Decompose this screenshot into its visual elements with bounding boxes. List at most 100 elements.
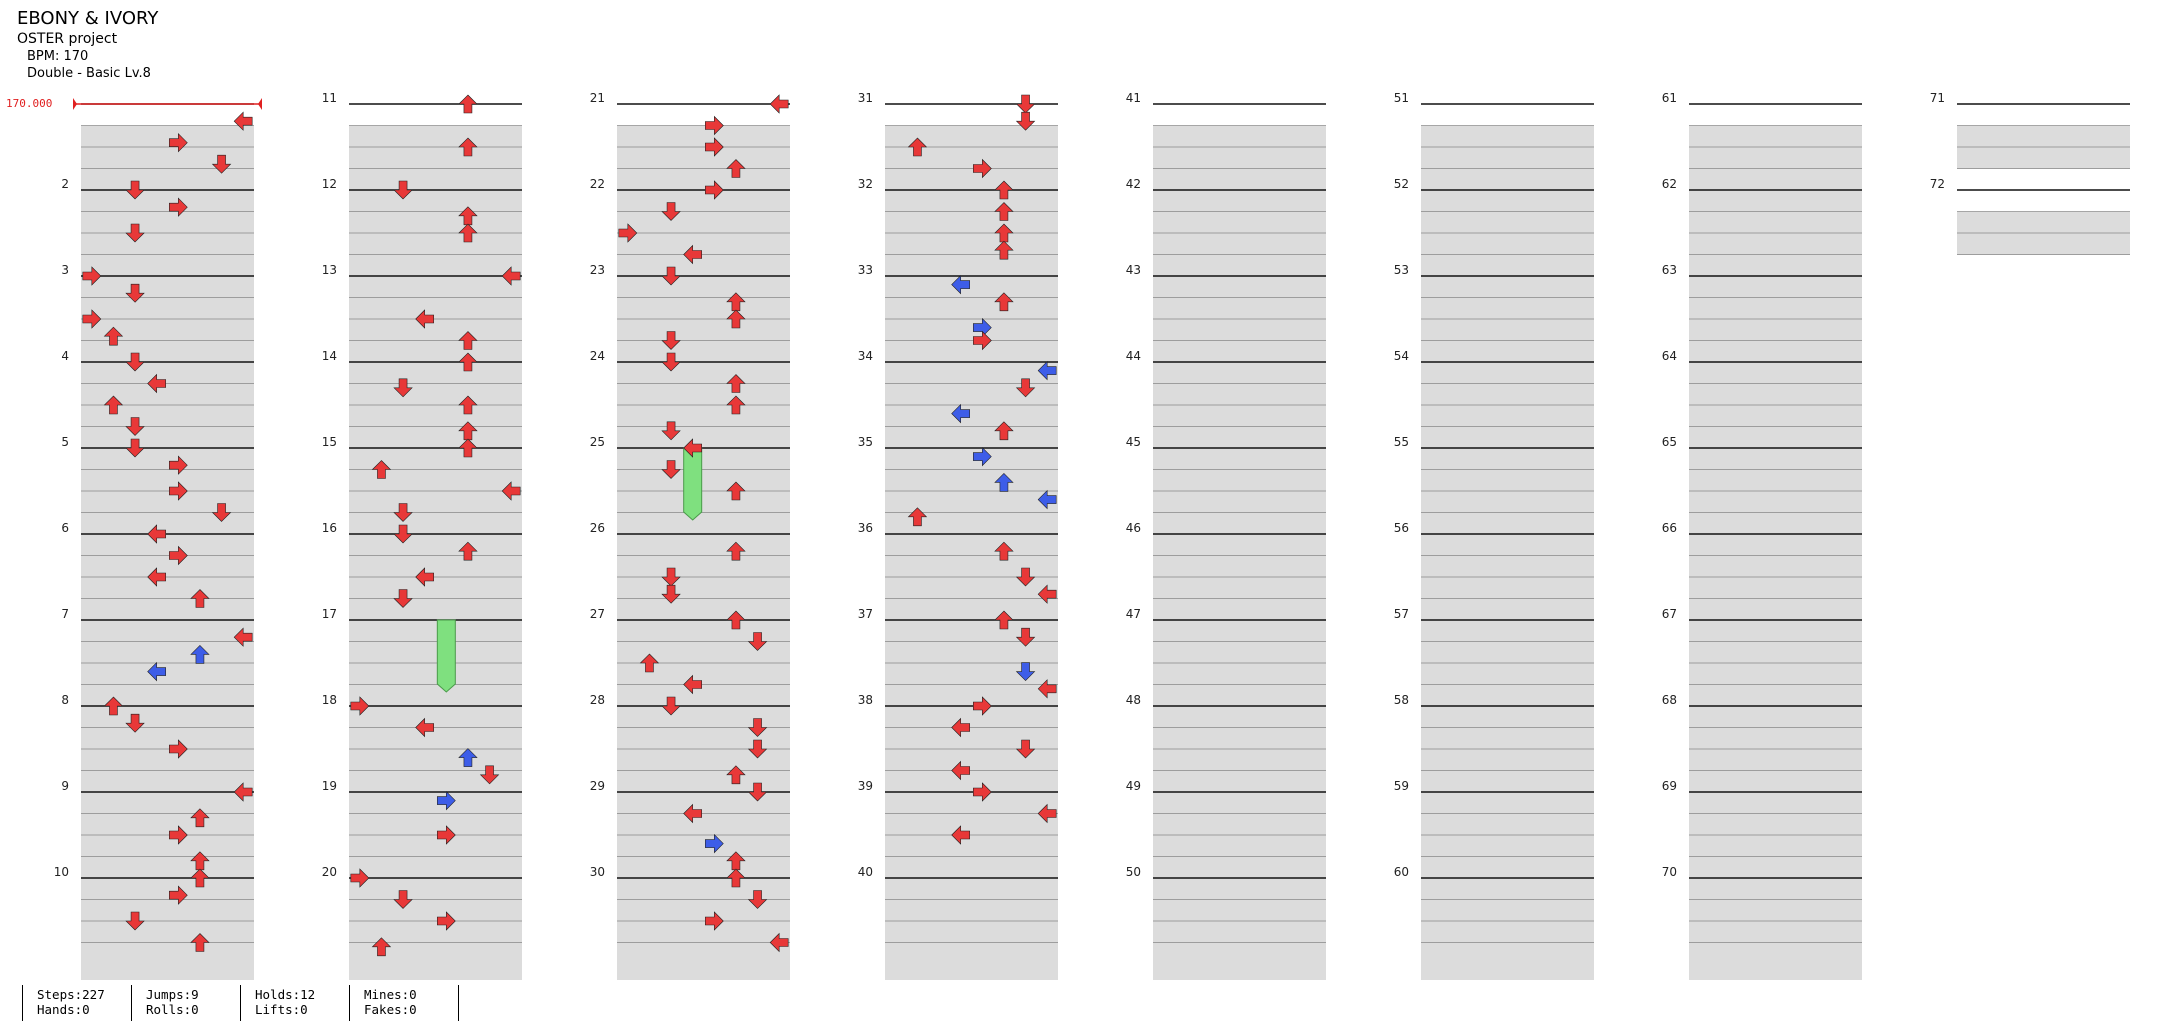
measure-shading (81, 405, 254, 427)
measure-shading (885, 341, 1058, 363)
measure-number: 4 (61, 349, 69, 363)
measure-number: 14 (322, 349, 337, 363)
measure-shading (885, 921, 1058, 943)
measure-shading (1421, 921, 1594, 943)
measure-shading (81, 513, 254, 535)
measure-number: 46 (1126, 521, 1141, 535)
step-arrow-icon (479, 765, 500, 785)
measure-shading (1421, 577, 1594, 599)
measure-shading (617, 427, 790, 449)
measure-shading (1153, 147, 1326, 169)
step-arrow-icon (169, 481, 188, 501)
step-arrow-icon (169, 455, 188, 475)
measure-shading (81, 556, 254, 578)
step-arrow-icon (501, 481, 521, 501)
measure-number: 8 (61, 693, 69, 707)
measure-shading (349, 169, 522, 191)
step-arrow-icon (951, 717, 970, 738)
step-arrow-icon (458, 541, 478, 561)
measure-shading (1153, 190, 1326, 212)
measure-shading (349, 513, 522, 535)
measure-number: 69 (1662, 779, 1677, 793)
measure-shading (885, 470, 1058, 492)
measure-number: 36 (858, 521, 873, 535)
measure-shading (81, 706, 254, 728)
measure-shading (617, 792, 790, 814)
measure-shading (349, 835, 522, 857)
step-arrow-icon (415, 567, 434, 587)
measure-shading (1689, 900, 1862, 922)
step-arrow-icon (661, 202, 681, 221)
step-arrow-icon (169, 197, 188, 217)
measure-shading (81, 835, 254, 857)
measure-shading (81, 964, 254, 980)
step-arrow-icon (726, 541, 746, 561)
step-arrow-icon (458, 137, 478, 157)
step-arrow-icon (618, 223, 638, 243)
measure-shading (349, 212, 522, 234)
measure-shading (885, 212, 1058, 234)
measure-shading (1689, 685, 1862, 707)
measure-shading (1689, 513, 1862, 535)
measure-shading (617, 384, 790, 406)
step-arrow-icon (125, 713, 145, 733)
measure-shading (1421, 599, 1594, 621)
measure-shading (349, 534, 522, 556)
measure-shading (1153, 427, 1326, 449)
measure-number: 18 (322, 693, 337, 707)
measure-shading (617, 169, 790, 191)
measure-shading (1421, 319, 1594, 341)
measure-number: 61 (1662, 91, 1677, 105)
measure-number: 40 (858, 865, 873, 879)
step-arrow-icon (769, 932, 789, 953)
step-arrow-icon (661, 584, 681, 604)
measure-shading (1689, 362, 1862, 384)
measure-shading (1421, 341, 1594, 363)
measure-shading (885, 233, 1058, 255)
step-arrow-icon (458, 395, 478, 415)
stat-fakes: Fakes:0 (364, 1002, 417, 1017)
measure-shading (885, 405, 1058, 427)
measure-shading (617, 470, 790, 492)
step-arrow-icon (437, 825, 456, 845)
measure-number: 23 (590, 263, 605, 277)
measure-shading (617, 706, 790, 728)
step-arrow-icon (951, 825, 970, 845)
measure-number: 39 (858, 779, 873, 793)
measure-number: 5 (61, 435, 69, 449)
measure-shading (1153, 620, 1326, 642)
measure-shading (1689, 943, 1862, 965)
measure-shading (81, 470, 254, 492)
step-arrow-icon (994, 541, 1014, 561)
measure-shading (1153, 534, 1326, 556)
measure-shading (81, 749, 254, 771)
measure-shading (81, 362, 254, 384)
measure-shading (1153, 792, 1326, 814)
song-header: EBONY & IVORY OSTER project BPM: 170 Dou… (17, 10, 158, 84)
step-arrow-icon (190, 808, 210, 828)
measure-shading (885, 276, 1058, 298)
measure-shading (349, 706, 522, 728)
measure-shading (885, 190, 1058, 212)
measure-shading (1421, 212, 1594, 234)
measure-shading (1153, 663, 1326, 685)
step-arrow-icon (103, 696, 124, 716)
measure-shading (349, 362, 522, 384)
measure-number: 6 (61, 521, 69, 535)
stat-holds: Holds:12 (255, 987, 316, 1002)
measure-number: 27 (590, 607, 605, 621)
bpm-marker-right (258, 98, 262, 110)
step-arrow-icon (1015, 627, 1036, 647)
measure-shading (885, 319, 1058, 341)
measure-shading (1689, 255, 1862, 277)
measure-number: 25 (590, 435, 605, 449)
measure-number: 67 (1662, 607, 1677, 621)
step-arrow-icon (994, 180, 1014, 200)
measure-shading (349, 857, 522, 879)
measure-shading (1689, 448, 1862, 470)
step-arrow-icon (190, 589, 210, 608)
measure-shading (1153, 470, 1326, 492)
measure-shading (1689, 405, 1862, 427)
measure-shading (1689, 491, 1862, 513)
measure-shading (81, 878, 254, 900)
